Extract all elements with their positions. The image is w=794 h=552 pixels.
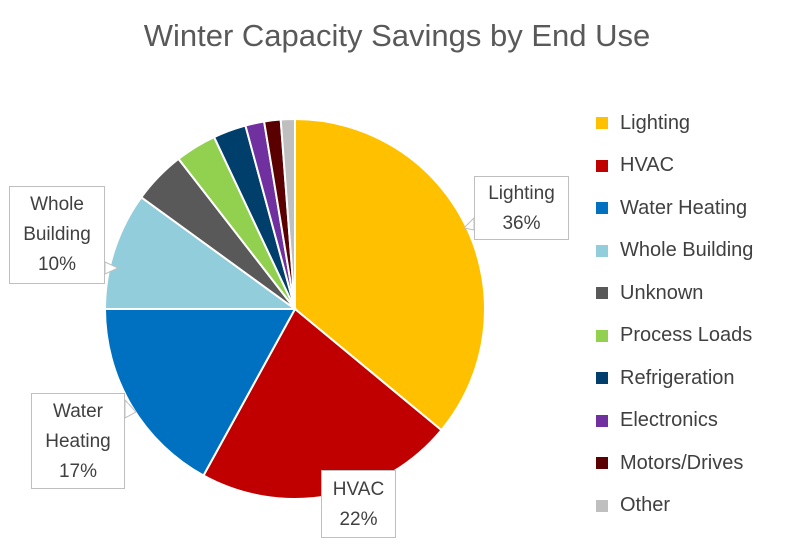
chart-title: Winter Capacity Savings by End Use: [143, 18, 651, 53]
legend: Lighting HVAC Water Heating Whole Building U…: [596, 102, 753, 527]
legend-item-unknown: Unknown: [596, 272, 753, 315]
leader-water-heating: [124, 398, 137, 419]
legend-item-electronics: Electronics: [596, 400, 753, 443]
legend-label: Other: [620, 494, 671, 517]
legend-swatch: [596, 414, 608, 427]
legend-item-motors-drives: Motors/Drives: [596, 442, 753, 485]
data-label-whole-building-word1: Whole: [30, 194, 84, 215]
legend-item-water-heating: Water Heating: [596, 187, 753, 230]
pie-slice-other: [279, 117, 296, 310]
data-label-hvac-value: 22%: [339, 509, 378, 530]
data-label-lighting-name: Lighting: [488, 183, 555, 204]
legend-swatch: [596, 457, 608, 470]
pie-slice-whole-building: [103, 195, 299, 310]
legend-label: Unknown: [620, 281, 704, 304]
leader-whole-building: [104, 261, 120, 275]
legend-label: Water Heating: [620, 196, 748, 219]
data-label-water-heating: Water Heating 17%: [31, 393, 125, 489]
legend-swatch: [596, 202, 608, 215]
legend-item-whole-building: Whole Building: [596, 230, 753, 273]
legend-item-refrigeration: Refrigeration: [596, 357, 753, 400]
data-label-whole-building-word2: Building: [23, 224, 91, 245]
legend-item-hvac: HVAC: [596, 145, 753, 188]
legend-swatch: [596, 372, 608, 385]
legend-item-lighting: Lighting: [596, 102, 753, 145]
data-label-lighting: Lighting 36%: [474, 176, 569, 240]
legend-swatch: [596, 287, 608, 300]
legend-label: Process Loads: [620, 324, 753, 347]
data-label-whole-building: Whole Building 10%: [9, 186, 105, 284]
legend-swatch: [596, 499, 608, 512]
legend-swatch: [596, 244, 608, 257]
data-label-water-heating-value: 17%: [58, 461, 98, 482]
legend-label: Electronics: [620, 409, 718, 432]
data-label-lighting-value: 36%: [502, 213, 541, 234]
legend-swatch: [596, 159, 608, 172]
data-label-water-heating-word2: Heating: [45, 431, 111, 452]
legend-item-other: Other: [596, 485, 753, 528]
legend-label: Motors/Drives: [620, 451, 744, 474]
data-label-water-heating-word1: Water: [53, 401, 103, 422]
legend-label: Lighting: [620, 111, 691, 134]
legend-swatch: [596, 117, 608, 130]
legend-swatch: [596, 329, 608, 342]
data-label-whole-building-value: 10%: [37, 254, 77, 275]
data-label-hvac: HVAC 22%: [321, 470, 396, 538]
legend-label: Refrigeration: [620, 366, 735, 389]
data-label-hvac-name: HVAC: [332, 479, 385, 500]
legend-label: HVAC: [620, 154, 675, 177]
legend-item-process-loads: Process Loads: [596, 315, 753, 358]
pie-slice-water-heating: [103, 308, 297, 477]
legend-label: Whole Building: [620, 239, 754, 262]
